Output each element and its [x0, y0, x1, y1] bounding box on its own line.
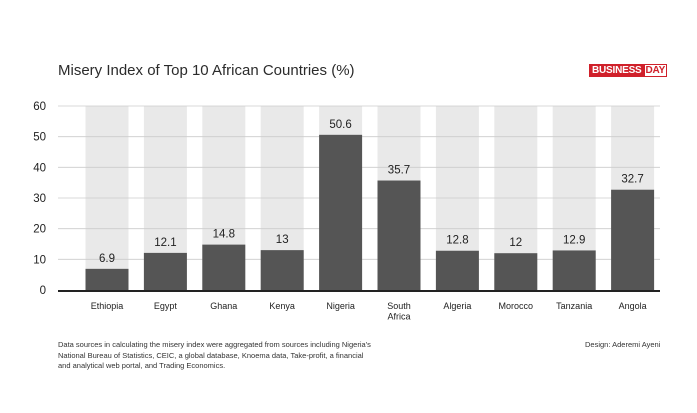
bar: [202, 244, 246, 290]
data-label: 12: [509, 237, 522, 249]
data-label: 12.9: [563, 234, 585, 246]
bar: [319, 134, 363, 290]
x-tick-label: Algeria: [443, 301, 471, 311]
logo-day-text: DAY: [643, 64, 668, 77]
data-label: 12.1: [154, 237, 176, 249]
data-label: 35.7: [388, 165, 410, 177]
bar: [435, 250, 479, 290]
logo-business-text: BUSINESS: [589, 64, 644, 77]
x-tick-label: Tanzania: [556, 301, 592, 311]
data-label: 32.7: [621, 174, 643, 186]
bar: [611, 189, 655, 290]
y-tick-label: 60: [33, 101, 46, 113]
bar: [260, 250, 304, 290]
bar: [494, 253, 538, 290]
y-tick-label: 0: [40, 285, 46, 297]
x-tick-label: Kenya: [269, 301, 295, 311]
x-tick-label: South Africa: [387, 301, 411, 322]
x-tick-label: Nigeria: [326, 301, 355, 311]
y-tick-label: 10: [33, 254, 46, 266]
data-label: 6.9: [99, 253, 115, 265]
x-tick-label: Ethiopia: [91, 301, 124, 311]
data-label: 14.8: [213, 229, 235, 241]
bar: [143, 252, 187, 290]
data-label: 13: [276, 234, 289, 246]
x-tick-label: Morocco: [499, 301, 534, 311]
bar: [552, 250, 596, 290]
x-tick-label: Ghana: [210, 301, 237, 311]
businessday-logo: BUSINESS DAY: [589, 64, 668, 77]
design-credit: Design: Aderemi Ayeni: [585, 340, 661, 349]
x-tick-label: Angola: [619, 301, 647, 311]
bar: [377, 180, 421, 290]
y-tick-label: 50: [33, 132, 46, 144]
data-label: 12.8: [446, 235, 468, 247]
x-tick-label: Egypt: [154, 301, 178, 311]
data-label: 50.6: [329, 119, 351, 131]
y-tick-label: 40: [33, 162, 46, 174]
bar: [85, 268, 129, 290]
y-tick-label: 30: [33, 193, 46, 205]
y-tick-label: 20: [33, 224, 46, 236]
chart-title: Misery Index of Top 10 African Countries…: [58, 62, 355, 79]
source-note: Data sources in calculating the misery i…: [58, 340, 371, 370]
